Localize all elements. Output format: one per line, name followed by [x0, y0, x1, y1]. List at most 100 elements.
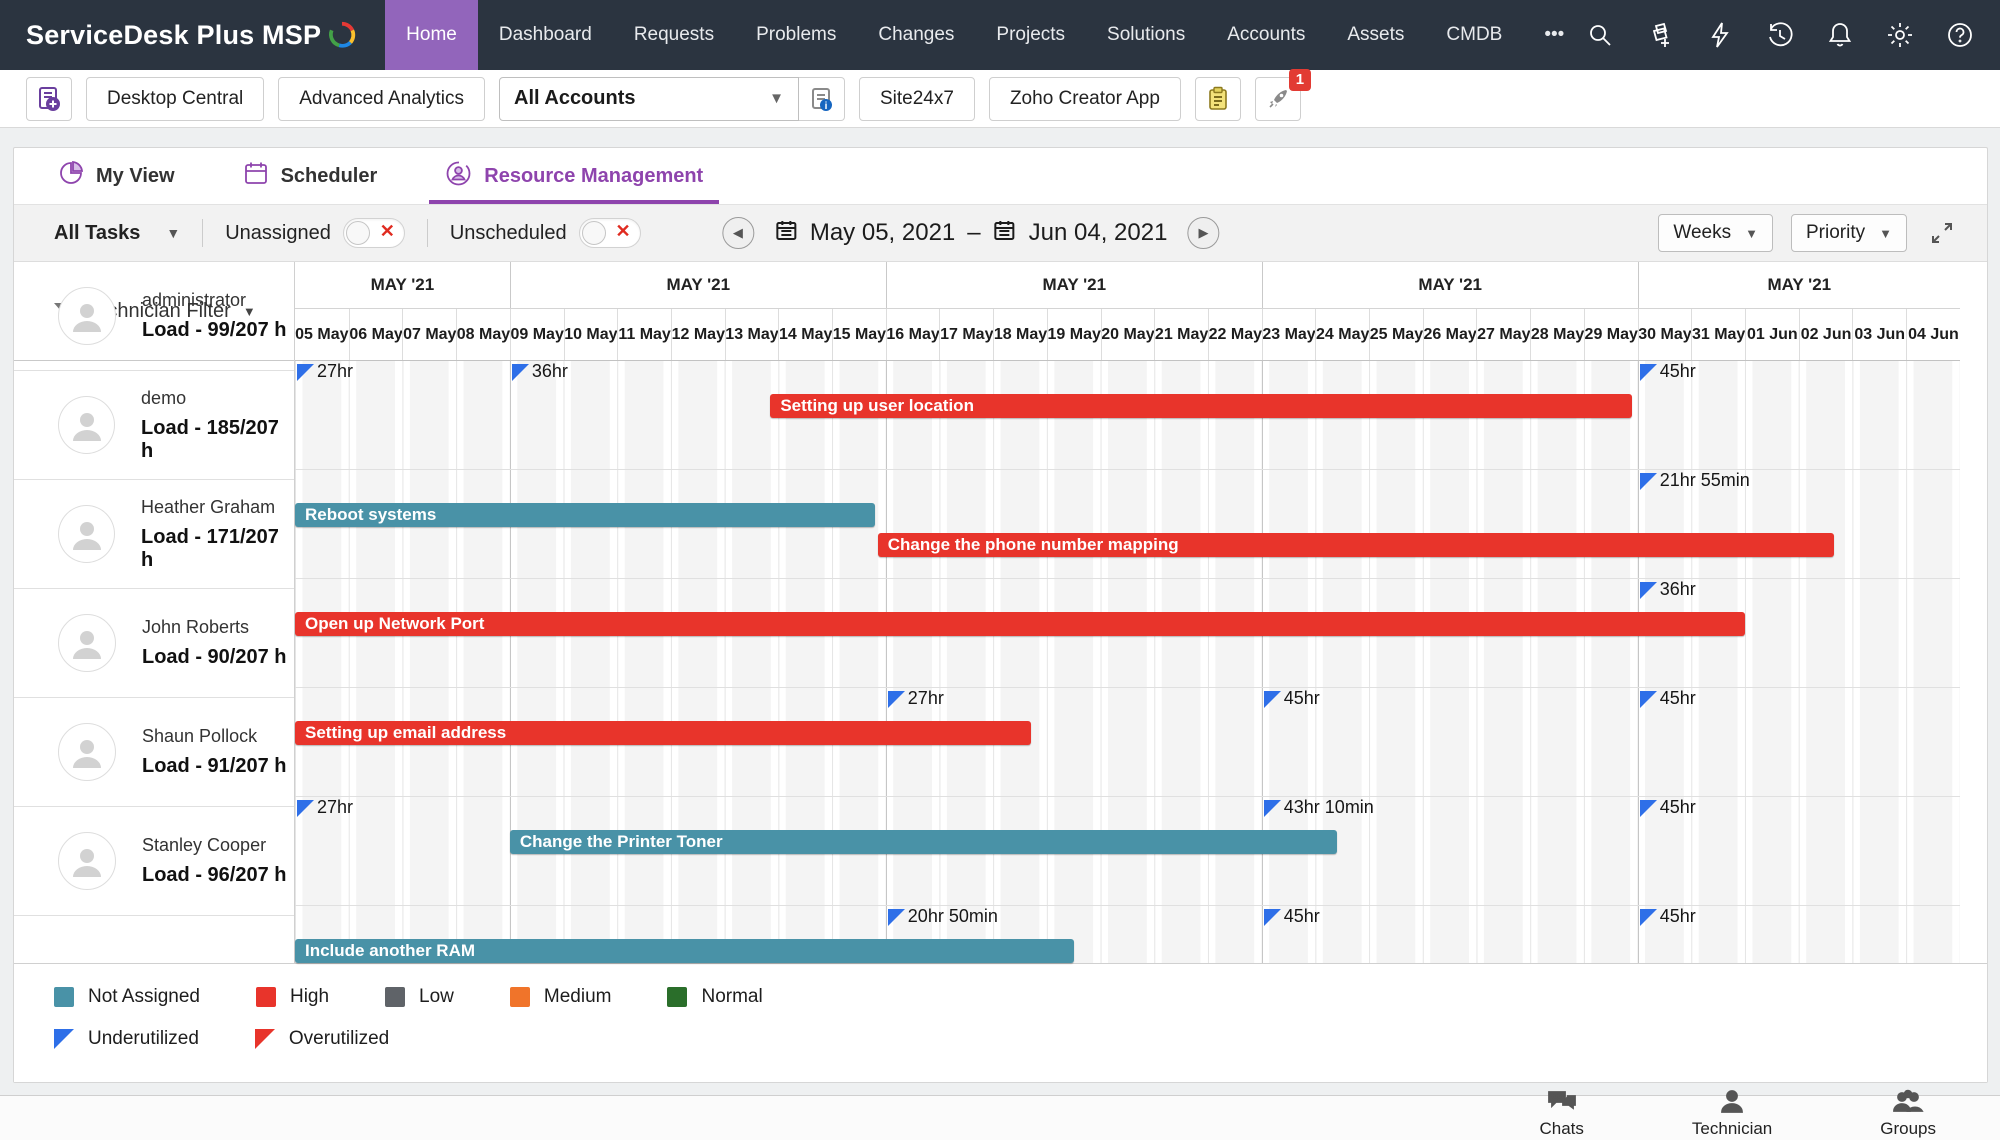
underutilized-flag-icon	[1639, 473, 1657, 490]
tab-label: Scheduler	[280, 164, 378, 187]
sort-by-dropdown[interactable]: Priority ▼	[1791, 214, 1907, 252]
dock-item-label: Chats	[1539, 1119, 1584, 1138]
day-header-19-may: 19 May	[1046, 309, 1101, 360]
day-header-01-jun: 01 Jun	[1744, 309, 1799, 360]
tab-my-view[interactable]: My View	[54, 148, 179, 204]
tab-resource-management[interactable]: Resource Management	[429, 148, 720, 204]
technician-name: Stanley Cooper	[142, 835, 267, 855]
nav-item-requests[interactable]: Requests	[633, 24, 715, 45]
tab-scheduler[interactable]: Scheduler	[239, 148, 382, 204]
svg-text:i: i	[824, 101, 827, 112]
nav-item-projects[interactable]: Projects	[996, 24, 1066, 45]
pie-chart-icon	[58, 160, 84, 192]
task-filter-dropdown[interactable]: All Tasks ▼	[54, 222, 180, 245]
desktop-central-button[interactable]: Desktop Central	[86, 76, 265, 121]
dock-item-groups[interactable]: Groups	[1880, 1089, 1936, 1139]
gear-icon[interactable]	[1885, 20, 1915, 50]
accounts-dropdown[interactable]: All Accounts ▼	[499, 76, 799, 121]
nav-item-problems[interactable]: Problems	[756, 24, 837, 45]
task-bar-setting-up-email-address[interactable]: Setting up email address	[295, 721, 1031, 745]
utilization-marker: 36hr	[1639, 579, 1696, 600]
add-template-icon[interactable]	[26, 76, 72, 121]
task-bar-change-the-printer-toner[interactable]: Change the Printer Toner	[509, 830, 1337, 854]
bottom-dock: Chats Technician Groups	[0, 1089, 2000, 1140]
zoom-level-dropdown[interactable]: Weeks ▼	[1658, 214, 1773, 252]
chevron-down-icon: ▼	[769, 90, 784, 107]
bell-icon[interactable]	[1825, 20, 1855, 50]
marker-hours-label: 45hr	[1283, 906, 1320, 926]
underutilized-flag-icon	[1639, 800, 1657, 817]
chevron-down-icon: ▼	[1745, 225, 1758, 241]
task-bar-setting-up-user-location[interactable]: Setting up user location	[770, 394, 1633, 418]
previous-period-button[interactable]: ◀	[721, 217, 754, 249]
task-bar-change-the-phone-number-mapping[interactable]: Change the phone number mapping	[877, 533, 1834, 557]
date-range-end[interactable]: Jun 04, 2021	[1028, 219, 1168, 246]
date-range-start[interactable]: May 05, 2021	[809, 219, 956, 246]
legend-item-normal: Normal	[667, 986, 763, 1008]
nav-item-changes[interactable]: Changes	[878, 24, 955, 45]
technician-row-stanley-cooper: Stanley Cooper Load - 96/207 h	[14, 807, 294, 916]
nav-item-solutions[interactable]: Solutions	[1107, 24, 1186, 45]
day-header-02-jun: 02 Jun	[1798, 309, 1853, 360]
day-header-23-may: 23 May	[1261, 309, 1315, 360]
fullscreen-icon[interactable]	[1925, 216, 1959, 250]
next-period-button[interactable]: ▶	[1187, 217, 1220, 249]
apps-toolbar: Desktop Central Advanced Analytics All Ac…	[0, 68, 2000, 128]
day-header-28-may: 28 May	[1530, 309, 1584, 360]
technician-meta: John Roberts Load - 90/207 h	[142, 617, 287, 669]
unassigned-toggle[interactable]: ✕	[342, 218, 405, 248]
technician-name: Heather Graham	[141, 496, 276, 517]
advanced-analytics-button[interactable]: Advanced Analytics	[278, 76, 485, 121]
calendar-icon[interactable]	[774, 218, 798, 249]
task-bar-reboot-systems[interactable]: Reboot systems	[295, 503, 876, 527]
unscheduled-label: Unscheduled	[449, 221, 567, 244]
utilization-marker: 45hr	[1639, 797, 1696, 818]
underutilized-flag-icon	[1639, 691, 1657, 708]
utilization-marker: 45hr	[1639, 688, 1696, 709]
toggle-knob	[581, 221, 606, 245]
search-icon[interactable]	[1585, 20, 1615, 50]
announcements-rocket-icon[interactable]: 1	[1254, 68, 1311, 121]
gantt-row-administrator: 27hr 36hr 45hr Setting up user location	[295, 361, 1960, 470]
calendar-icon[interactable]	[993, 218, 1017, 249]
site24x7-button[interactable]: Site24x7	[859, 76, 975, 121]
zoho-swirl-icon	[329, 21, 356, 48]
app-logo[interactable]: ServiceDesk Plus MSP	[0, 0, 385, 70]
task-bar-open-up-network-port[interactable]: Open up Network Port	[295, 612, 1746, 636]
day-header-22-may: 22 May	[1207, 309, 1262, 360]
legend-item-not-assigned: Not Assigned	[54, 986, 200, 1008]
account-info-icon[interactable]: i	[799, 76, 845, 121]
marker-hours-label: 20hr 50min	[907, 906, 998, 926]
marker-hours-label: 45hr	[1659, 906, 1696, 926]
legend-swatch	[667, 987, 688, 1007]
zoho-creator-app-button[interactable]: Zoho Creator App	[988, 76, 1181, 121]
overutilized-flag-icon	[254, 1029, 275, 1049]
unscheduled-toggle[interactable]: ✕	[578, 218, 641, 248]
technician-row-demo: demo Load - 185/207 h	[14, 371, 294, 480]
legend-label: Overutilized	[288, 1028, 390, 1049]
bolt-icon[interactable]	[1705, 20, 1735, 50]
nav-item-[interactable]: •••	[1544, 24, 1565, 45]
nav-item-home[interactable]: Home	[385, 0, 478, 70]
underutilized-flag-icon	[54, 1029, 74, 1049]
marker-hours-label: 27hr	[317, 361, 354, 381]
utilization-marker: 45hr	[1639, 906, 1696, 927]
ticket-add-icon[interactable]	[1645, 20, 1675, 50]
tab-label: My View	[96, 164, 175, 187]
task-bar-include-another-ram[interactable]: Include another RAM	[295, 939, 1074, 963]
legend-item-high: High	[255, 986, 329, 1008]
nav-item-cmdb[interactable]: CMDB	[1446, 24, 1503, 45]
nav-item-dashboard[interactable]: Dashboard	[498, 24, 592, 45]
toggle-off-x-icon: ✕	[615, 221, 631, 241]
help-icon[interactable]	[1945, 20, 1975, 50]
dock-item-chats[interactable]: Chats	[1540, 1089, 1584, 1139]
history-icon[interactable]	[1765, 20, 1795, 50]
week-separator-line	[885, 361, 887, 963]
nav-item-assets[interactable]: Assets	[1347, 24, 1405, 45]
nav-item-accounts[interactable]: Accounts	[1227, 24, 1306, 45]
week-header-3: MAY '21	[1261, 262, 1638, 308]
chevron-down-icon: ▼	[242, 303, 256, 319]
dock-item-technician[interactable]: Technician	[1692, 1089, 1772, 1139]
clipboard-icon[interactable]	[1194, 76, 1241, 121]
legend-item-overutilized: Overutilized	[254, 1028, 390, 1050]
